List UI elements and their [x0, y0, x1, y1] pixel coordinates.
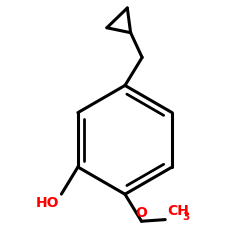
- Text: O: O: [136, 206, 147, 220]
- Text: CH: CH: [167, 204, 189, 218]
- Text: 3: 3: [182, 212, 190, 222]
- Text: HO: HO: [35, 196, 59, 210]
